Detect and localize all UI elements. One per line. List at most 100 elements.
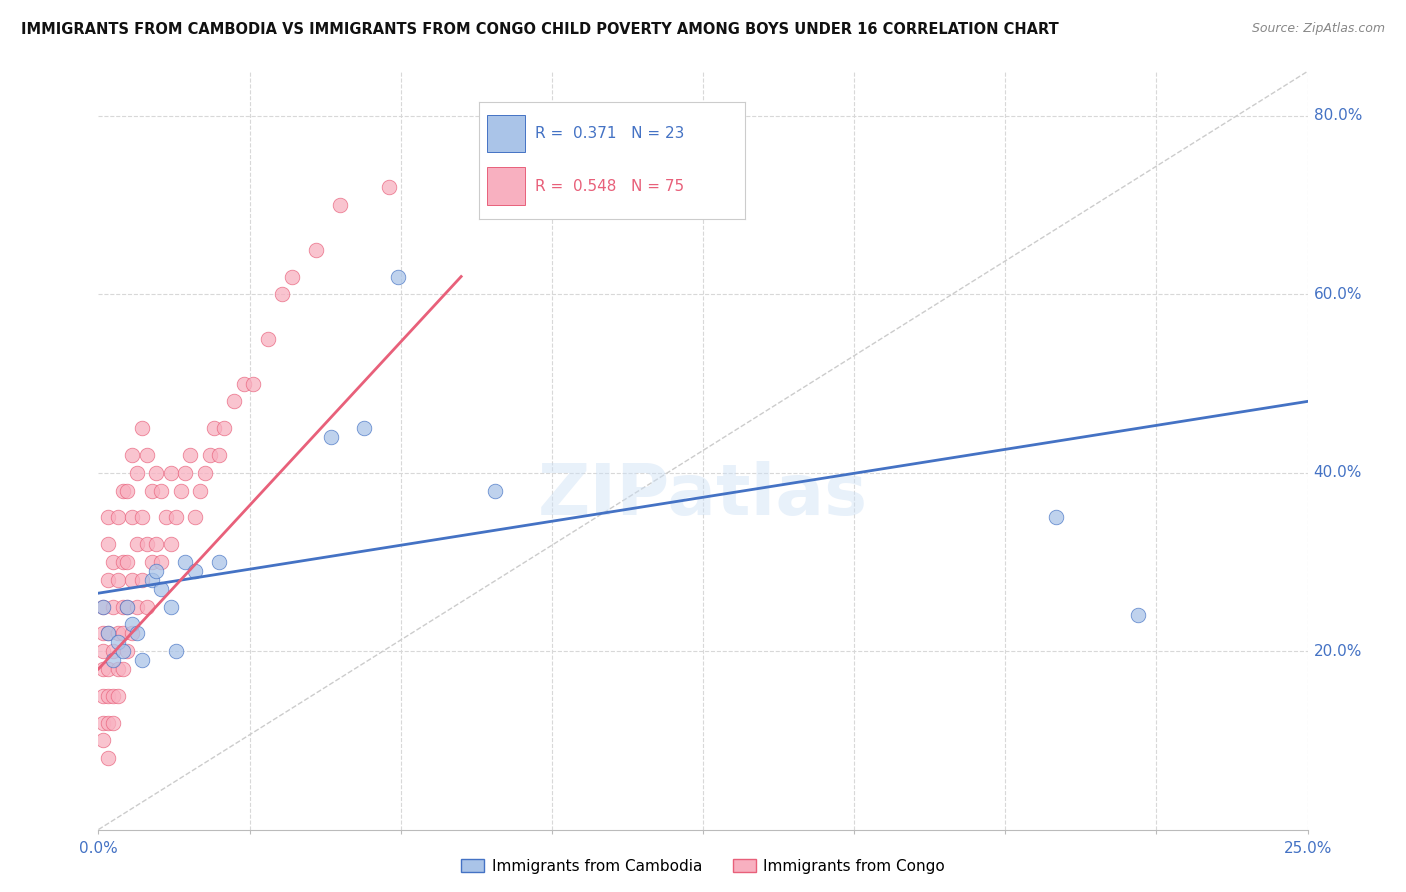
Point — [111, 662, 134, 676]
Text: 40.0%: 40.0% — [1313, 466, 1362, 480]
Point — [97, 662, 120, 676]
Point — [101, 689, 124, 703]
Point — [91, 689, 114, 703]
Point — [121, 617, 143, 632]
Point — [212, 421, 235, 435]
Point — [131, 421, 153, 435]
Point — [127, 537, 149, 551]
Point — [107, 573, 129, 587]
Point — [91, 662, 114, 676]
Point — [141, 573, 163, 587]
Point — [111, 483, 134, 498]
Text: 60.0%: 60.0% — [1313, 287, 1362, 301]
Point — [111, 626, 134, 640]
Point — [107, 689, 129, 703]
Point — [91, 644, 114, 658]
Legend: Immigrants from Cambodia, Immigrants from Congo: Immigrants from Cambodia, Immigrants fro… — [456, 853, 950, 880]
Point — [145, 466, 167, 480]
Point — [101, 644, 124, 658]
Point — [127, 626, 149, 640]
Point — [117, 555, 139, 569]
Point — [111, 644, 134, 658]
Point — [107, 635, 129, 649]
Point — [165, 644, 187, 658]
Point — [165, 510, 187, 524]
Point — [184, 564, 207, 578]
Point — [101, 599, 124, 614]
Point — [97, 573, 120, 587]
Text: Source: ZipAtlas.com: Source: ZipAtlas.com — [1251, 22, 1385, 36]
Point — [174, 466, 197, 480]
Point — [97, 537, 120, 551]
Point — [135, 537, 157, 551]
Point — [160, 599, 183, 614]
Point — [169, 483, 191, 498]
Point — [117, 644, 139, 658]
Point — [204, 421, 226, 435]
Point — [242, 376, 264, 391]
Text: 20.0%: 20.0% — [1313, 644, 1362, 658]
Point — [1045, 510, 1067, 524]
Point — [107, 510, 129, 524]
Point — [188, 483, 211, 498]
Point — [184, 510, 207, 524]
Text: IMMIGRANTS FROM CAMBODIA VS IMMIGRANTS FROM CONGO CHILD POVERTY AMONG BOYS UNDER: IMMIGRANTS FROM CAMBODIA VS IMMIGRANTS F… — [21, 22, 1059, 37]
Point — [127, 466, 149, 480]
Text: ZIPatlas: ZIPatlas — [538, 461, 868, 531]
Point — [281, 269, 304, 284]
Point — [127, 599, 149, 614]
Point — [198, 448, 221, 462]
Point — [232, 376, 254, 391]
Point — [329, 198, 352, 212]
Point — [484, 483, 506, 498]
Point — [141, 555, 163, 569]
Point — [101, 653, 124, 667]
Point — [97, 715, 120, 730]
Point — [121, 573, 143, 587]
Point — [117, 599, 139, 614]
Point — [174, 555, 197, 569]
Text: 80.0%: 80.0% — [1313, 109, 1362, 123]
Point — [117, 483, 139, 498]
Point — [101, 715, 124, 730]
Point — [97, 510, 120, 524]
Point — [101, 555, 124, 569]
Point — [353, 421, 375, 435]
Point — [155, 510, 177, 524]
Point — [91, 715, 114, 730]
Point — [131, 510, 153, 524]
Point — [111, 555, 134, 569]
Point — [194, 466, 217, 480]
Point — [107, 662, 129, 676]
Point — [111, 599, 134, 614]
Point — [387, 269, 409, 284]
Point — [208, 555, 231, 569]
Point — [256, 332, 278, 346]
Point — [97, 626, 120, 640]
Point — [135, 599, 157, 614]
Point — [150, 555, 173, 569]
Point — [91, 599, 114, 614]
Point — [271, 287, 294, 301]
Point — [145, 564, 167, 578]
Point — [91, 599, 114, 614]
Point — [145, 537, 167, 551]
Point — [121, 448, 143, 462]
Point — [135, 448, 157, 462]
Point — [305, 243, 328, 257]
Point — [377, 180, 399, 194]
Point — [97, 689, 120, 703]
Point — [121, 510, 143, 524]
Point — [208, 448, 231, 462]
Point — [131, 573, 153, 587]
Point — [319, 430, 342, 444]
Point — [160, 537, 183, 551]
Point — [1128, 608, 1150, 623]
Point — [131, 653, 153, 667]
Point — [107, 626, 129, 640]
Point — [179, 448, 201, 462]
Point — [222, 394, 245, 409]
Point — [117, 599, 139, 614]
Point — [91, 626, 114, 640]
Point — [150, 483, 173, 498]
